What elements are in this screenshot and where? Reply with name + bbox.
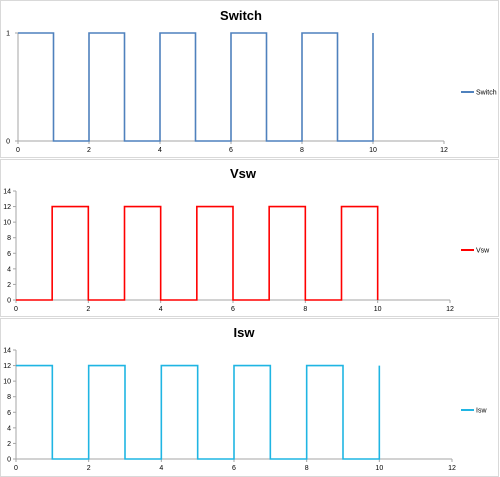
x-tick-label: 6: [229, 147, 233, 154]
x-tick-label: 8: [300, 147, 304, 154]
y-tick-label: 6: [7, 251, 11, 258]
isw-chart: Isw 0 2 4 6 8 10 12 14 0 2 4 6 8 10 12 Isw: [3, 325, 487, 472]
x-tick-label: 10: [375, 465, 383, 472]
y-tick-label: 0: [7, 457, 11, 464]
vsw-chart-panel: Vsw 0 2 4 6 8 10 12 14 0 2 4 6 8 10 12 Vsw: [0, 159, 499, 317]
x-tick-label: 12: [440, 147, 448, 154]
x-tick-label: 12: [448, 465, 456, 472]
isw-series-line: [16, 364, 381, 460]
y-tick-label: 6: [7, 410, 11, 417]
legend-label: Switch: [476, 90, 497, 97]
y-tick-label: 2: [7, 441, 11, 448]
y-tick-label: 1: [6, 31, 10, 38]
x-tick-label: 0: [14, 465, 18, 472]
x-tick-label: 2: [87, 465, 91, 472]
x-tick-label: 0: [14, 306, 18, 313]
legend-label: Isw: [476, 408, 487, 415]
x-tick-label: 10: [369, 147, 377, 154]
x-tick-label: 6: [231, 306, 235, 313]
y-tick-label: 12: [3, 363, 11, 370]
x-tick-label: 10: [374, 306, 382, 313]
y-tick-label: 10: [3, 379, 11, 386]
x-tick-label: 12: [446, 306, 454, 313]
y-tick-label: 10: [3, 220, 11, 227]
y-tick-label: 0: [6, 139, 10, 146]
y-tick-label: 2: [7, 282, 11, 289]
vsw-series-line: [16, 205, 379, 301]
chart-title: Vsw: [230, 166, 257, 181]
x-tick-label: 2: [87, 147, 91, 154]
y-tick-label: 14: [3, 189, 11, 196]
y-tick-label: 8: [7, 235, 11, 242]
x-tick-label: 4: [159, 465, 163, 472]
x-tick-label: 8: [303, 306, 307, 313]
y-tick-label: 4: [7, 425, 11, 432]
y-tick-label: 0: [7, 298, 11, 305]
legend-label: Vsw: [476, 248, 490, 255]
chart-title: Isw: [234, 325, 256, 340]
switch-series-line: [18, 32, 374, 142]
x-tick-label: 0: [16, 147, 20, 154]
x-tick-label: 8: [305, 465, 309, 472]
isw-chart-panel: Isw 0 2 4 6 8 10 12 14 0 2 4 6 8 10 12 Isw: [0, 318, 499, 477]
chart-title: Switch: [220, 8, 262, 23]
vsw-chart: Vsw 0 2 4 6 8 10 12 14 0 2 4 6 8 10 12 Vsw: [3, 166, 490, 313]
y-tick-label: 4: [7, 266, 11, 273]
y-tick-label: 8: [7, 394, 11, 401]
y-tick-label: 14: [3, 348, 11, 355]
switch-chart-panel: Switch 0 1 0 2 4 6 8 10 12 Switch: [0, 0, 499, 158]
y-tick-label: 12: [3, 204, 11, 211]
x-tick-label: 4: [159, 306, 163, 313]
x-tick-label: 6: [232, 465, 236, 472]
x-tick-label: 2: [86, 306, 90, 313]
x-tick-label: 4: [158, 147, 162, 154]
